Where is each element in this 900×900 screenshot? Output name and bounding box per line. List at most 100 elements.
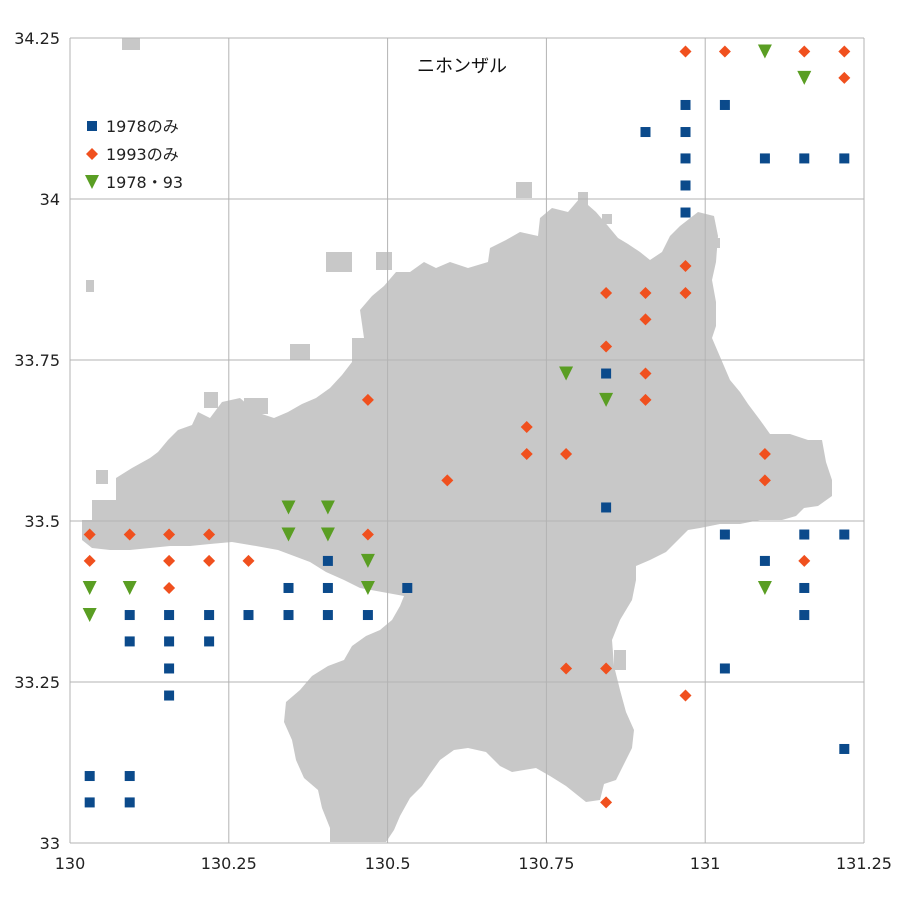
data-point-s1-28 [242, 554, 255, 567]
legend-marker-1 [86, 148, 98, 160]
data-point-s2-9 [82, 580, 97, 595]
data-point-s0-29 [124, 636, 135, 647]
data-point-s1-14 [520, 420, 533, 433]
data-point-s1-18 [441, 474, 454, 487]
data-point-s2-8 [360, 553, 375, 568]
data-point-s0-23 [204, 610, 215, 621]
data-point-s1-8 [679, 287, 692, 300]
data-point-s2-6 [281, 527, 296, 542]
x-tick-label: 131.25 [836, 854, 892, 873]
data-point-s0-27 [362, 610, 373, 621]
data-point-s0-0 [680, 99, 691, 110]
data-point-s1-16 [560, 448, 573, 461]
data-point-s0-9 [680, 207, 691, 218]
data-point-s0-11 [601, 502, 612, 513]
data-point-s1-17 [758, 448, 771, 461]
data-point-s0-5 [759, 153, 770, 164]
data-point-s1-22 [163, 528, 176, 541]
x-tick-label: 130 [55, 854, 86, 873]
y-tick-label: 34.25 [14, 29, 60, 48]
data-point-s0-17 [283, 582, 294, 593]
data-point-s1-3 [838, 45, 851, 58]
x-tick-label: 130.25 [201, 854, 257, 873]
data-point-s2-5 [320, 500, 335, 515]
data-point-s1-19 [758, 474, 771, 487]
x-tick-label: 130.75 [518, 854, 574, 873]
y-tick-label: 33.25 [14, 673, 60, 692]
data-point-s1-27 [203, 554, 216, 567]
data-point-s1-34 [600, 796, 613, 809]
data-point-s2-3 [599, 392, 614, 407]
data-point-s1-5 [679, 259, 692, 272]
data-point-s0-37 [124, 771, 135, 782]
data-point-s0-24 [243, 610, 254, 621]
data-point-s0-19 [402, 582, 413, 593]
data-point-s0-12 [719, 529, 730, 540]
data-point-s0-8 [680, 180, 691, 191]
data-point-s0-13 [799, 529, 810, 540]
data-point-s2-2 [559, 366, 574, 381]
data-point-s1-31 [560, 662, 573, 675]
data-point-s1-6 [600, 287, 613, 300]
legend-label-0: 1978のみ [106, 117, 179, 136]
data-point-s1-11 [639, 367, 652, 380]
data-point-s0-14 [839, 529, 850, 540]
data-point-s1-29 [798, 554, 811, 567]
data-point-s0-6 [799, 153, 810, 164]
data-point-s0-30 [164, 636, 175, 647]
data-point-s1-25 [83, 554, 96, 567]
data-point-s0-10 [601, 368, 612, 379]
y-tick-label: 33.75 [14, 351, 60, 370]
data-point-s2-11 [360, 580, 375, 595]
data-point-s2-7 [320, 527, 335, 542]
data-point-s0-16 [322, 555, 333, 566]
data-point-s1-26 [163, 554, 176, 567]
data-point-s2-0 [757, 44, 772, 59]
data-point-s0-38 [84, 797, 95, 808]
data-point-s0-35 [839, 743, 850, 754]
data-point-s0-20 [799, 582, 810, 593]
data-point-s1-33 [679, 689, 692, 702]
data-point-s0-33 [719, 663, 730, 674]
data-point-s0-2 [640, 127, 651, 138]
data-point-s1-32 [600, 662, 613, 675]
data-point-s0-25 [283, 610, 294, 621]
data-point-s0-22 [164, 610, 175, 621]
data-point-s2-12 [757, 580, 772, 595]
data-point-s0-1 [719, 99, 730, 110]
data-point-s0-18 [322, 582, 333, 593]
data-point-s1-9 [639, 313, 652, 326]
data-point-s1-20 [83, 528, 96, 541]
legend-label-1: 1993のみ [106, 145, 179, 164]
data-point-s0-32 [164, 663, 175, 674]
data-point-s0-34 [164, 690, 175, 701]
legend-marker-2 [85, 175, 99, 189]
legend: 1978のみ 1993のみ 1978・93 [85, 117, 183, 192]
y-tick-label: 33 [40, 834, 60, 853]
data-point-s0-36 [84, 771, 95, 782]
data-point-s1-7 [639, 287, 652, 300]
x-tick-label: 130.5 [365, 854, 411, 873]
y-tick-label: 34 [40, 190, 60, 209]
y-tick-label: 33.5 [24, 512, 60, 531]
data-point-s1-23 [203, 528, 216, 541]
data-point-s0-4 [680, 153, 691, 164]
legend-marker-0 [87, 121, 97, 131]
data-point-s0-26 [322, 610, 333, 621]
data-point-s1-21 [123, 528, 136, 541]
legend-label-2: 1978・93 [106, 173, 183, 192]
data-point-s0-7 [839, 153, 850, 164]
data-point-s0-3 [680, 127, 691, 138]
data-point-s1-2 [798, 45, 811, 58]
data-points [82, 44, 851, 809]
data-point-s2-10 [122, 580, 137, 595]
axes: 130 130.25 130.5 130.75 131 131.25 33 33.25 33.5… [14, 29, 892, 873]
data-point-s0-28 [799, 610, 810, 621]
data-point-s1-13 [639, 393, 652, 406]
chart-title: ニホンザル [417, 56, 507, 77]
data-point-s2-13 [82, 608, 97, 623]
data-point-s0-39 [124, 797, 135, 808]
data-point-s1-10 [600, 340, 613, 353]
data-point-s1-30 [163, 581, 176, 594]
